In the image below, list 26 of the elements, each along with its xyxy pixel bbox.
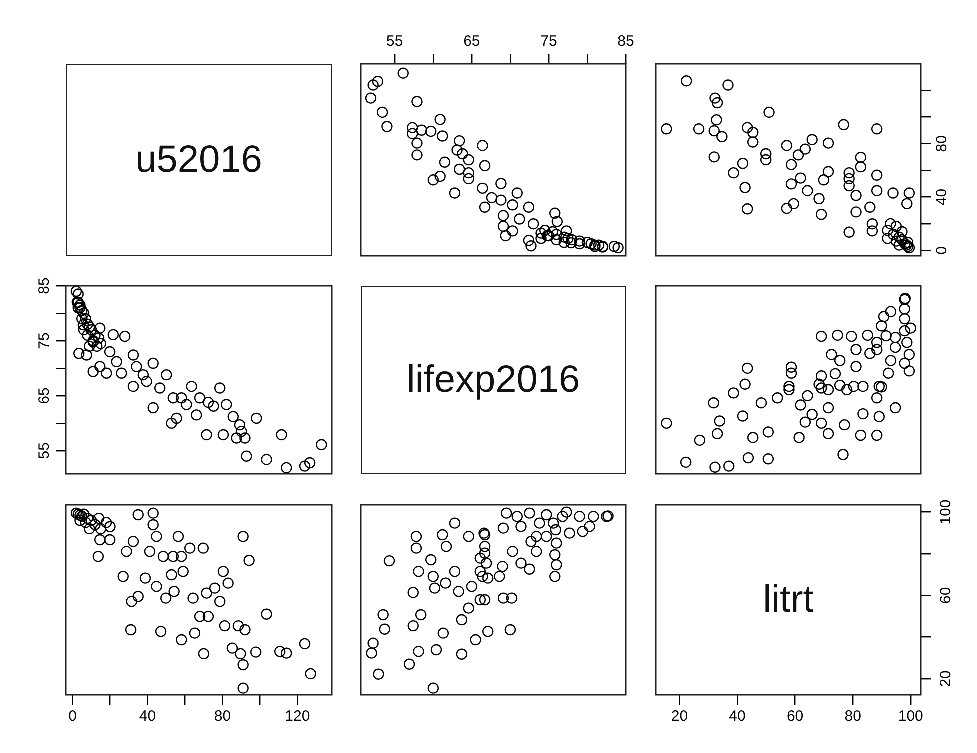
y-tick-label: 20 (938, 670, 955, 688)
x-tick-label: 55 (386, 33, 404, 50)
y-tick-label: 75 (36, 332, 53, 350)
y-tick-label: 55 (36, 442, 53, 460)
x-tick-label: 120 (285, 708, 310, 726)
y-tick-label: 0 (933, 246, 950, 255)
text: lifexp2016 (406, 358, 580, 402)
x-tick-label: 80 (844, 708, 862, 726)
x-tick-label: 75 (540, 33, 558, 50)
y-tick-label: 60 (938, 587, 955, 604)
x-tick-label: 65 (464, 33, 480, 50)
text: u52016 (136, 138, 262, 182)
x-tick-label: 40 (729, 708, 746, 726)
x-tick-label: 20 (671, 708, 688, 726)
x-tick-label: 85 (618, 33, 634, 50)
y-tick-label: 80 (933, 136, 950, 152)
x-tick-label: 0 (68, 708, 77, 726)
x-tick-label: 60 (786, 708, 804, 726)
y-tick-label: 100 (938, 500, 955, 525)
y-tick-label: 40 (933, 188, 950, 206)
x-tick-label: 40 (139, 708, 156, 726)
x-tick-label: 80 (214, 708, 232, 726)
y-tick-label: 65 (36, 388, 53, 404)
y-tick-label: 85 (36, 278, 53, 294)
text: litrt (763, 578, 814, 622)
x-tick-label: 100 (898, 708, 924, 726)
